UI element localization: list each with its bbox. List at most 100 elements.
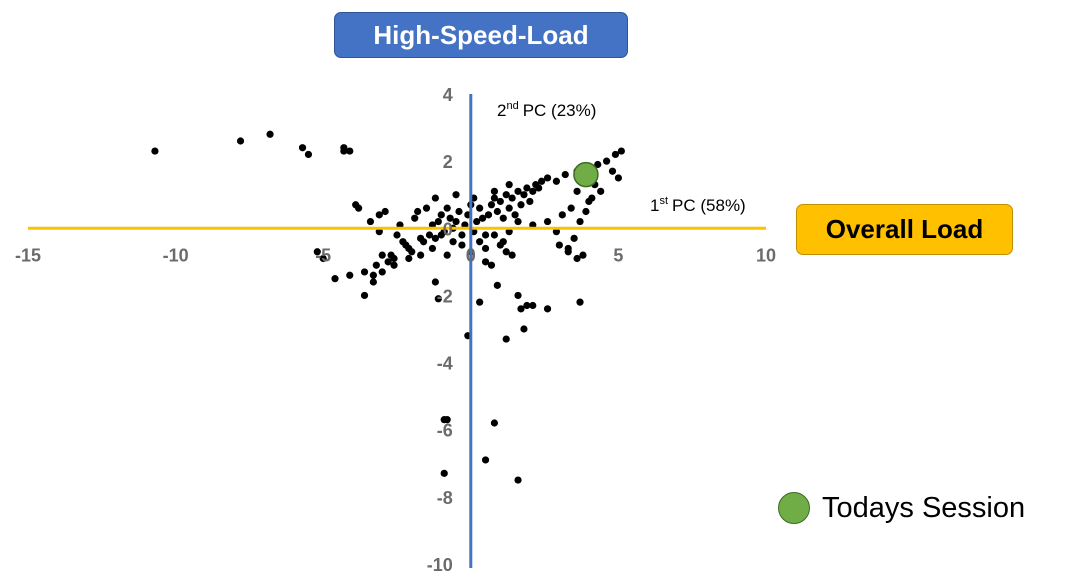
- highlight-layer: [574, 163, 598, 187]
- x-tick-label: -15: [15, 245, 41, 265]
- data-point: [482, 231, 489, 238]
- data-point: [556, 241, 563, 248]
- data-point: [491, 231, 498, 238]
- data-point: [423, 205, 430, 212]
- data-point: [618, 147, 625, 154]
- data-point: [266, 131, 273, 138]
- data-point: [585, 198, 592, 205]
- data-point: [520, 191, 527, 198]
- data-point: [393, 231, 400, 238]
- data-point: [444, 205, 451, 212]
- data-point: [573, 188, 580, 195]
- data-point: [305, 151, 312, 158]
- data-point: [373, 262, 380, 269]
- y-tick-label: -8: [437, 488, 453, 508]
- y-tick-label: 4: [443, 85, 453, 105]
- y-tick-label: -4: [437, 354, 453, 374]
- data-point: [355, 205, 362, 212]
- data-point: [237, 137, 244, 144]
- data-point: [520, 325, 527, 332]
- data-point: [429, 245, 436, 252]
- data-point: [485, 211, 492, 218]
- data-point: [441, 470, 448, 477]
- data-point: [370, 278, 377, 285]
- points-layer: [151, 131, 625, 484]
- data-point: [379, 252, 386, 259]
- x-tick-label: -5: [315, 245, 331, 265]
- data-point: [491, 188, 498, 195]
- y-tick-label: 2: [443, 152, 453, 172]
- data-point: [506, 205, 513, 212]
- data-point: [544, 218, 551, 225]
- x-tick-label: 5: [613, 245, 623, 265]
- data-point: [497, 198, 504, 205]
- data-point: [491, 419, 498, 426]
- x-axis-label: 1st PC (58%): [650, 195, 746, 215]
- data-point: [346, 147, 353, 154]
- data-point: [494, 282, 501, 289]
- data-point: [367, 218, 374, 225]
- data-point: [438, 211, 445, 218]
- data-point: [379, 268, 386, 275]
- data-point: [420, 238, 427, 245]
- data-point: [494, 208, 501, 215]
- data-point: [417, 252, 424, 259]
- data-point: [488, 262, 495, 269]
- data-point: [576, 218, 583, 225]
- y-tick-label: -2: [437, 286, 453, 306]
- data-point: [444, 252, 451, 259]
- data-point: [414, 208, 421, 215]
- legend: Todays Session: [778, 488, 1025, 528]
- data-point: [571, 235, 578, 242]
- data-point: [503, 335, 510, 342]
- data-point: [576, 299, 583, 306]
- data-point: [452, 218, 459, 225]
- data-point: [565, 248, 572, 255]
- data-point: [476, 299, 483, 306]
- data-point: [382, 208, 389, 215]
- data-point: [482, 245, 489, 252]
- data-point: [488, 201, 495, 208]
- data-point: [408, 248, 415, 255]
- y-axis-label: 2nd PC (23%): [497, 100, 596, 120]
- data-point: [361, 268, 368, 275]
- data-point: [509, 194, 516, 201]
- data-point: [390, 262, 397, 269]
- data-point: [151, 147, 158, 154]
- todays-session-point: [574, 163, 598, 187]
- data-point: [553, 178, 560, 185]
- data-point: [390, 255, 397, 262]
- legend-label: Todays Session: [822, 492, 1025, 525]
- data-point: [562, 171, 569, 178]
- data-point: [603, 158, 610, 165]
- data-point: [346, 272, 353, 279]
- data-point: [573, 255, 580, 262]
- data-point: [458, 231, 465, 238]
- data-point: [432, 194, 439, 201]
- data-point: [435, 218, 442, 225]
- data-point: [514, 476, 521, 483]
- data-point: [405, 255, 412, 262]
- y-tick-label: -10: [427, 555, 453, 575]
- overall-load-box: Overall Load: [796, 204, 1013, 255]
- data-point: [526, 198, 533, 205]
- data-point: [500, 215, 507, 222]
- data-point: [411, 215, 418, 222]
- data-point: [609, 168, 616, 175]
- legend-marker: [778, 492, 810, 524]
- high-speed-load-box: High-Speed-Load: [334, 12, 628, 58]
- data-point: [458, 241, 465, 248]
- data-point: [361, 292, 368, 299]
- data-point: [432, 278, 439, 285]
- data-point: [497, 241, 504, 248]
- data-point: [509, 252, 516, 259]
- data-point: [544, 174, 551, 181]
- y-tick-label: -6: [437, 421, 453, 441]
- data-point: [559, 211, 566, 218]
- data-point: [331, 275, 338, 282]
- data-point: [615, 174, 622, 181]
- data-point: [544, 305, 551, 312]
- x-tick-label: 10: [756, 245, 776, 265]
- data-point: [597, 188, 604, 195]
- data-point: [514, 292, 521, 299]
